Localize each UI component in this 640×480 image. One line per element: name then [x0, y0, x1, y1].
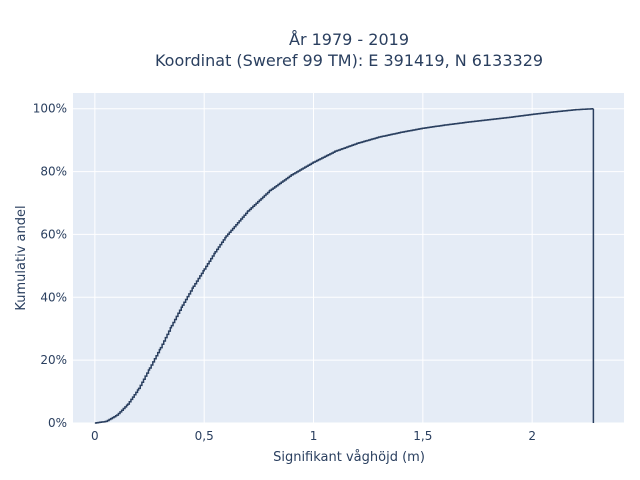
x-tick-label: 2 [528, 429, 536, 443]
x-tick-label: 0,5 [195, 429, 214, 443]
y-tick-label: 60% [40, 227, 67, 241]
y-tick-label: 20% [40, 353, 67, 367]
y-tick-label: 40% [40, 290, 67, 304]
x-tick-label: 1,5 [413, 429, 432, 443]
x-tick-labels: 0 0,5 1 1,5 2 [91, 429, 536, 443]
x-gridlines [94, 93, 533, 423]
y-tick-labels: 0% 20% 40% 60% 80% 100% [33, 102, 67, 430]
y-axis-title: Kumulativ andel [14, 205, 29, 310]
plot-area [73, 93, 624, 423]
x-tick-label: 0 [91, 429, 99, 443]
x-tick-label: 1 [310, 429, 318, 443]
chart-title-line1: År 1979 - 2019 [289, 30, 409, 49]
cdf-line [94, 108, 595, 424]
chart-title-line2: Koordinat (Sweref 99 TM): E 391419, N 61… [155, 51, 543, 70]
y-tick-label: 80% [40, 165, 67, 179]
y-gridlines [73, 108, 624, 424]
x-axis-title: Signifikant våghöjd (m) [273, 450, 425, 465]
y-tick-label: 100% [33, 102, 67, 116]
y-tick-label: 0% [48, 416, 67, 430]
